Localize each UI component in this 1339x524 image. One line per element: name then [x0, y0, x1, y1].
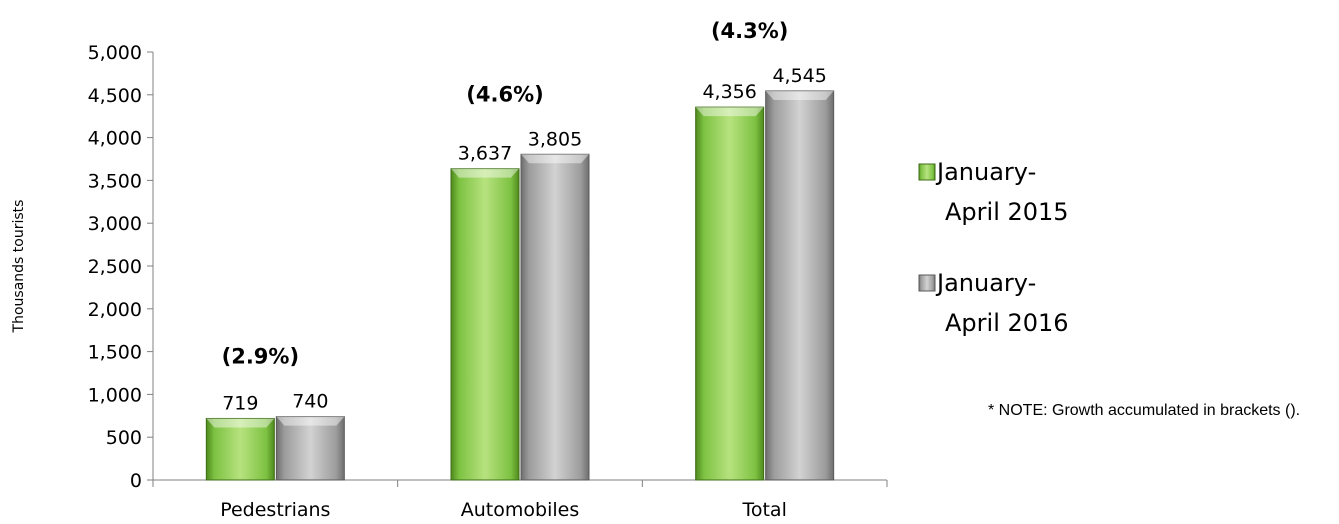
data-label: 3,805: [528, 128, 582, 150]
data-label: 4,545: [772, 65, 826, 87]
y-tick-label: 3,500: [88, 170, 142, 192]
y-tick-label: 4,000: [88, 128, 142, 150]
growth-note: * NOTE: Growth accumulated in brackets (…: [988, 402, 1301, 419]
bar-body: [765, 90, 835, 481]
bar-body: [275, 416, 345, 481]
legend-label: January-: [935, 269, 1036, 297]
legend-swatch: [918, 163, 936, 181]
y-tick-label: 0: [130, 470, 142, 492]
x-tick-label: Pedestrians: [220, 499, 330, 521]
y-tick-label: 500: [106, 427, 142, 449]
growth-label: (2.9%): [222, 345, 299, 369]
bar-bevel: [276, 416, 345, 426]
x-tick-label: Total: [741, 499, 786, 521]
data-label: 4,356: [702, 81, 756, 103]
growth-label: (4.6%): [466, 82, 543, 106]
y-tick-label: 3,000: [88, 213, 142, 235]
legend-item-2016: January- April 2016: [918, 269, 1069, 337]
y-tick-label: 4,500: [88, 85, 142, 107]
bar-pedestrians-2016: [275, 416, 345, 481]
data-label: 719: [222, 392, 258, 414]
bar-automobiles-2015: [450, 168, 520, 481]
bar-automobiles-2016: [520, 153, 590, 481]
data-label: 740: [292, 391, 328, 413]
data-label: 3,637: [458, 143, 512, 165]
legend-label: April 2016: [945, 309, 1069, 337]
y-tick-label: 2,000: [88, 299, 142, 321]
bar-bevel: [451, 168, 519, 178]
bar-total-2016: [765, 90, 835, 481]
bar-bevel: [521, 154, 589, 164]
bar-bevel: [765, 90, 834, 100]
bar-bevel: [695, 107, 764, 117]
bar-total-2015: [695, 106, 765, 481]
bar-body: [695, 106, 765, 481]
bar-body: [205, 417, 275, 481]
y-tick-label: 1,000: [88, 384, 142, 406]
growth-label: (4.3%): [711, 19, 788, 43]
y-tick-label: 1,500: [88, 342, 142, 364]
legend-item-2015: January- April 2015: [918, 158, 1069, 226]
bar-body: [520, 153, 590, 481]
legend-swatch: [918, 274, 936, 292]
y-tick-label: 5,000: [88, 42, 142, 64]
legend-label: April 2015: [945, 198, 1069, 226]
bar-bevel: [206, 418, 275, 428]
bar-pedestrians-2015: [205, 417, 275, 481]
y-tick-label: 2,500: [88, 256, 142, 278]
y-axis-title: Thousands tourists: [11, 200, 27, 334]
legend-label: January-: [935, 158, 1036, 186]
bar-body: [450, 168, 520, 481]
x-tick-label: Automobiles: [461, 499, 579, 521]
